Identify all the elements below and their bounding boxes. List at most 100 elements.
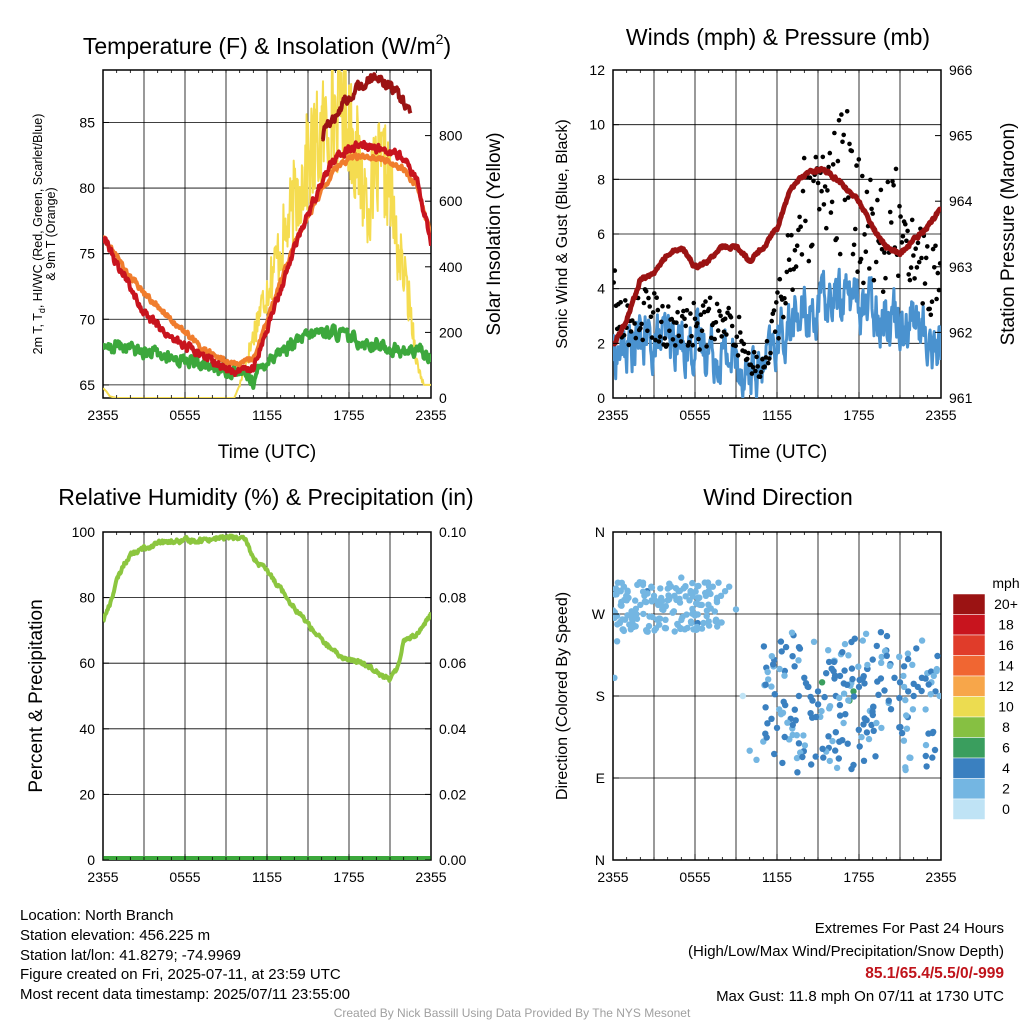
direction-point bbox=[931, 746, 939, 754]
direction-point bbox=[855, 663, 862, 670]
direction-point bbox=[764, 720, 771, 727]
y-tick-label: 60 bbox=[79, 655, 95, 671]
direction-point bbox=[666, 580, 673, 587]
gust-point bbox=[817, 206, 822, 212]
legend-label: 12 bbox=[998, 678, 1014, 694]
gust-point bbox=[656, 339, 662, 344]
winds-xlabel: Time (UTC) bbox=[729, 442, 828, 463]
direction-point bbox=[726, 583, 733, 590]
x-tick-label: 1155 bbox=[252, 869, 282, 885]
gust-point bbox=[850, 251, 856, 257]
gust-point bbox=[613, 268, 618, 273]
direction-point bbox=[692, 588, 699, 595]
direction-panel: Wind Direction 2355 0555 1155 1755 2355NESWN… bbox=[554, 484, 1020, 885]
gust-point bbox=[925, 244, 930, 249]
svg-text:2m T, Td, HI/WC (Red, Green, S: 2m T, Td, HI/WC (Red, Green, Scarlet/Blu… bbox=[31, 114, 47, 355]
gust-point bbox=[738, 330, 743, 335]
direction-point bbox=[833, 764, 841, 772]
direction-point bbox=[810, 638, 818, 645]
gust-point bbox=[909, 217, 915, 223]
direction-point bbox=[712, 618, 719, 625]
direction-point bbox=[793, 754, 801, 762]
gust-point bbox=[863, 249, 869, 254]
y-tick-label: 2 bbox=[597, 335, 605, 351]
direction-point bbox=[836, 694, 843, 702]
legend-label: 14 bbox=[998, 658, 1014, 674]
recent-timestamp: Most recent data timestamp: 2025/07/11 2… bbox=[20, 986, 350, 1004]
direction-point bbox=[640, 610, 647, 618]
y-tick-label: 65 bbox=[79, 377, 95, 393]
direction-point bbox=[855, 683, 863, 691]
direction-point bbox=[768, 683, 775, 690]
gust-point bbox=[734, 334, 740, 340]
gust-point bbox=[772, 329, 778, 335]
gust-point bbox=[829, 199, 835, 205]
gust-point bbox=[745, 356, 750, 362]
direction-point bbox=[826, 757, 833, 765]
gust-point bbox=[762, 364, 767, 370]
gust-point bbox=[650, 310, 656, 315]
direction-point bbox=[678, 574, 685, 581]
gust-point bbox=[842, 197, 848, 203]
direction-point bbox=[698, 625, 706, 632]
gust-point bbox=[913, 246, 918, 251]
gust-point bbox=[647, 304, 652, 309]
direction-point bbox=[670, 608, 678, 615]
winds-series bbox=[613, 109, 941, 398]
direction-point bbox=[930, 672, 937, 680]
winds-axes: 2355 0555 1155 1755 235502468101296196296396… bbox=[589, 62, 972, 423]
gust-point bbox=[713, 320, 719, 325]
direction-point bbox=[877, 629, 885, 636]
gust-point bbox=[749, 371, 755, 376]
direction-point bbox=[687, 590, 694, 597]
gust-point bbox=[641, 300, 647, 306]
y2-tick-label: 966 bbox=[949, 62, 973, 78]
gust-point bbox=[935, 270, 941, 276]
y-tick-label: 85 bbox=[79, 114, 95, 130]
direction-point bbox=[900, 672, 907, 680]
gust-point bbox=[879, 247, 885, 252]
temperature-axes: 2355 0555 1155 1755 2355 65 70 75 80 85 0 200 400 600… bbox=[79, 70, 463, 423]
direction-point bbox=[851, 635, 858, 642]
gust-point bbox=[776, 336, 781, 341]
x-tick-label: 0555 bbox=[679, 869, 710, 885]
direction-point bbox=[628, 608, 635, 615]
gust-point bbox=[927, 306, 932, 312]
direction-point bbox=[795, 657, 802, 664]
direction-point bbox=[800, 732, 807, 739]
direction-point bbox=[925, 681, 932, 688]
direction-point bbox=[662, 603, 669, 610]
humidity-title: Relative Humidity (%) & Precipitation (i… bbox=[58, 484, 473, 510]
y-tick-label: 20 bbox=[79, 786, 95, 802]
legend-swatch bbox=[952, 757, 986, 779]
direction-point bbox=[768, 715, 775, 722]
y-tick-label: E bbox=[596, 770, 605, 786]
figure-canvas: Temperature (F) & Insolation (W/m2) 2355… bbox=[26, 24, 1020, 885]
gust-point bbox=[623, 298, 628, 303]
direction-point bbox=[896, 653, 903, 660]
gust-point bbox=[736, 314, 742, 320]
gust-point bbox=[916, 259, 922, 265]
direction-point bbox=[678, 616, 685, 624]
gust-point bbox=[828, 210, 834, 215]
gust-point bbox=[840, 139, 845, 145]
direction-point bbox=[896, 724, 903, 731]
direction-point bbox=[860, 721, 867, 728]
gust-point bbox=[907, 277, 913, 283]
y2-tick-label: 962 bbox=[949, 324, 973, 340]
gust-point bbox=[673, 343, 678, 348]
winds-ylabel: Sonic Wind & Gust (Blue, Black) bbox=[554, 119, 571, 348]
direction-point bbox=[858, 733, 865, 741]
direction-point bbox=[791, 663, 798, 670]
winds-y2label: Station Pressure (Maroon) bbox=[998, 123, 1019, 346]
legend-swatch bbox=[952, 614, 986, 636]
gust-point bbox=[643, 289, 649, 294]
direction-point bbox=[777, 638, 785, 645]
gust-point bbox=[839, 112, 844, 117]
gust-point bbox=[686, 340, 692, 345]
direction-point bbox=[855, 726, 862, 733]
gust-point bbox=[640, 337, 645, 343]
gust-point bbox=[864, 189, 870, 195]
direction-point bbox=[869, 711, 876, 719]
direction-point bbox=[715, 579, 722, 586]
